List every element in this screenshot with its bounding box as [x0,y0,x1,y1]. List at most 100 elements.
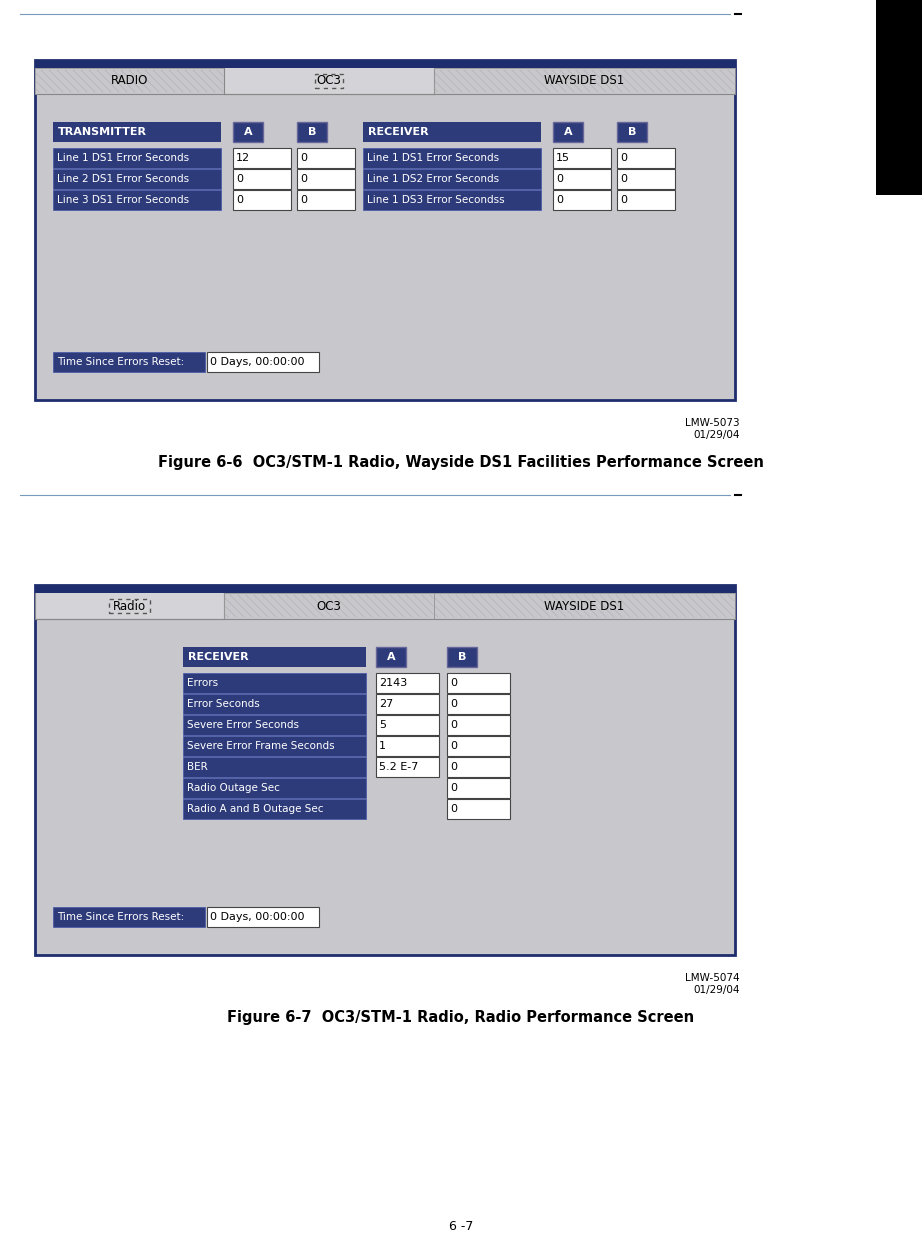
Bar [447,647,477,667]
Bar [376,673,439,693]
Bar [297,148,355,168]
Text: 0: 0 [236,195,243,205]
Bar [224,593,434,619]
Text: 01/29/04: 01/29/04 [693,985,740,995]
Text: 2143: 2143 [379,678,408,688]
Text: WAYSIDE DS1: WAYSIDE DS1 [544,599,624,613]
Bar [233,148,291,168]
Text: Radio Outage Sec: Radio Outage Sec [187,783,280,793]
Text: Time Since Errors Reset:: Time Since Errors Reset: [57,912,184,922]
Bar [363,169,541,189]
Bar [617,122,647,142]
Bar [434,593,735,619]
Bar [447,673,510,693]
Bar [376,757,439,777]
Text: 0: 0 [300,153,307,163]
Bar [207,907,319,927]
Text: LMW-5073: LMW-5073 [685,418,740,428]
Text: TRANSMITTER: TRANSMITTER [58,127,147,137]
Bar [297,169,355,189]
Text: Line 2 DS1 Error Seconds: Line 2 DS1 Error Seconds [57,174,189,184]
Bar [183,757,366,777]
Text: Figure 6-7  OC3/STM-1 Radio, Radio Performance Screen: Figure 6-7 OC3/STM-1 Radio, Radio Perfor… [228,1010,694,1025]
Text: Time Since Errors Reset:: Time Since Errors Reset: [57,358,184,367]
Text: A: A [386,652,396,662]
Bar [553,169,611,189]
Text: Radio A and B Outage Sec: Radio A and B Outage Sec [187,804,324,814]
Text: A: A [243,127,253,137]
Bar [363,190,541,210]
Text: 0: 0 [300,174,307,184]
Text: Error Seconds: Error Seconds [187,699,260,709]
Text: Line 1 DS1 Error Seconds: Line 1 DS1 Error Seconds [367,153,499,163]
Text: 0 Days, 00:00:00: 0 Days, 00:00:00 [210,912,304,922]
Text: RECEIVER: RECEIVER [188,652,249,662]
Text: 0: 0 [450,720,457,730]
Bar [53,907,205,927]
Text: RECEIVER: RECEIVER [368,127,429,137]
Text: 0: 0 [620,195,627,205]
Bar [233,190,291,210]
Bar [376,647,406,667]
Bar [297,190,355,210]
Bar [53,122,221,142]
Text: Line 1 DS2 Error Seconds: Line 1 DS2 Error Seconds [367,174,499,184]
Text: 12: 12 [236,153,250,163]
Bar [553,190,611,210]
Text: Severe Error Frame Seconds: Severe Error Frame Seconds [187,741,335,751]
Bar [183,799,366,819]
Bar [447,778,510,798]
Text: 15: 15 [556,153,570,163]
Bar [224,593,434,619]
Bar [183,778,366,798]
Text: 0: 0 [236,174,243,184]
Bar [183,647,366,667]
Text: OC3: OC3 [316,599,341,613]
Bar [376,736,439,756]
Text: 0: 0 [556,174,563,184]
Bar [617,190,675,210]
Bar [447,757,510,777]
Bar [617,169,675,189]
Text: 0: 0 [450,804,457,814]
Text: WAYSIDE DS1: WAYSIDE DS1 [544,74,624,88]
Text: 0: 0 [450,741,457,751]
Bar [53,169,221,189]
Bar [207,351,319,372]
Bar [434,68,735,94]
Text: 0 Days, 00:00:00: 0 Days, 00:00:00 [210,358,304,367]
Bar [35,68,224,94]
Text: 1: 1 [379,741,386,751]
Bar [376,715,439,735]
Text: B: B [458,652,467,662]
Bar [553,148,611,168]
Text: OC3: OC3 [316,74,341,88]
Bar [35,60,735,399]
Bar [233,122,263,142]
Bar [35,60,735,68]
Text: 5: 5 [379,720,386,730]
Bar [233,169,291,189]
Text: LMW-5074: LMW-5074 [685,973,740,983]
Text: 6 -7: 6 -7 [449,1219,473,1233]
Bar [53,351,205,372]
Text: A: A [563,127,573,137]
Bar [183,673,366,693]
Bar [434,68,735,94]
Bar [376,694,439,714]
Text: RADIO: RADIO [111,74,148,88]
Text: Severe Error Seconds: Severe Error Seconds [187,720,299,730]
Bar [183,736,366,756]
Bar [183,694,366,714]
Text: BER: BER [187,762,207,772]
Text: 27: 27 [379,699,394,709]
Bar [224,68,434,94]
Text: Errors: Errors [187,678,219,688]
Text: 0: 0 [620,174,627,184]
Bar [447,694,510,714]
Bar [35,584,735,956]
Bar [53,148,221,168]
Bar [617,148,675,168]
Text: 01/29/04: 01/29/04 [693,430,740,440]
Text: 0: 0 [620,153,627,163]
